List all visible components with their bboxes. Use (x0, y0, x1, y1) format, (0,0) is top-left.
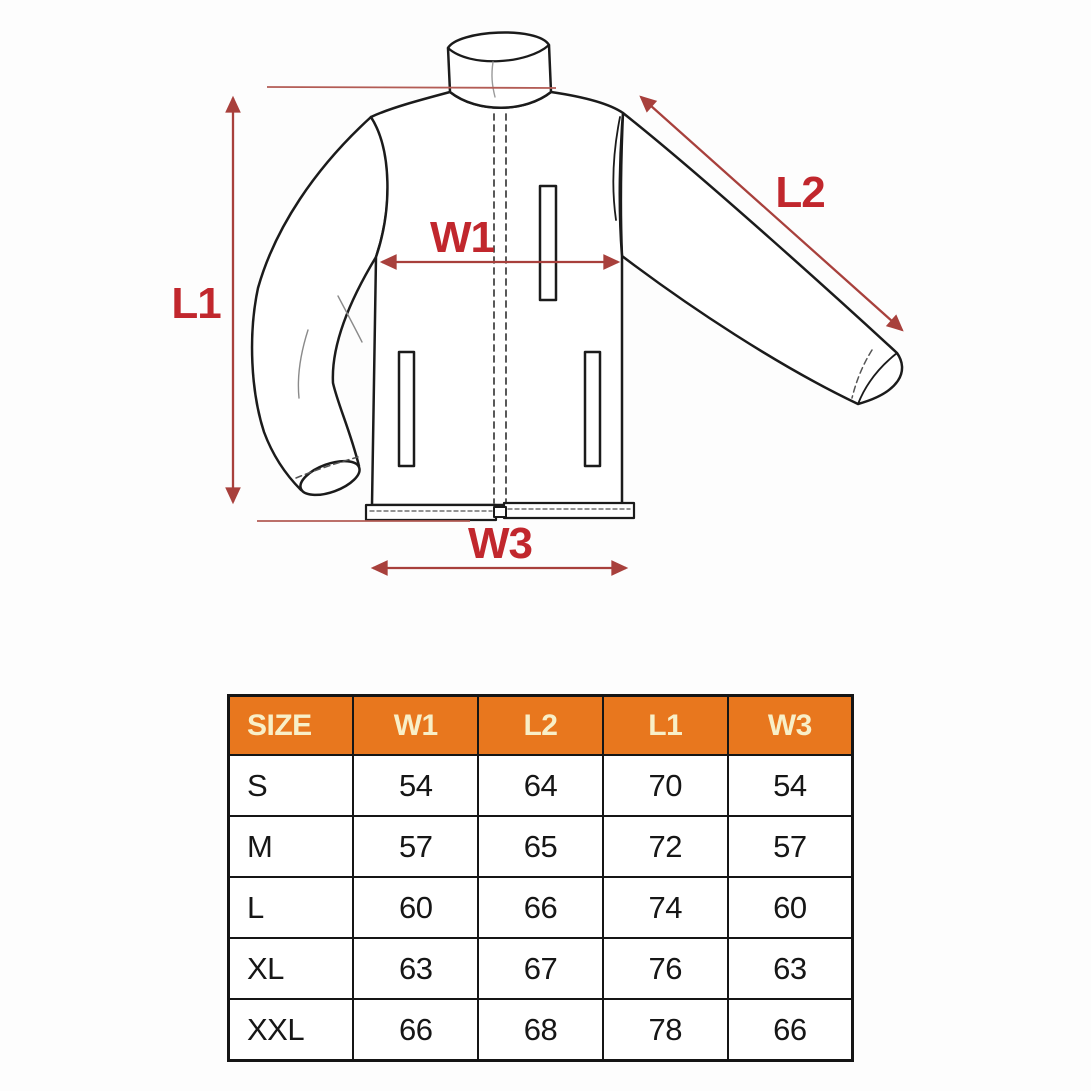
value-cell: 70 (601, 754, 729, 817)
table-row-l: L 60 66 74 60 (227, 876, 854, 939)
value-cell: 57 (726, 815, 854, 878)
value-cell: 63 (352, 937, 480, 1000)
value-cell: 66 (726, 998, 854, 1062)
jacket-measurement-diagram: L1 W1 L2 W3 (171, 31, 904, 576)
l2-dimension-arrow (639, 95, 904, 332)
left-lower-pocket (397, 350, 416, 468)
collar-inner-rim (446, 43, 551, 63)
collar (446, 31, 553, 109)
size-cell: S (227, 754, 355, 817)
value-cell: 65 (477, 815, 604, 878)
table-row-xl: XL 63 67 76 63 (227, 937, 854, 1000)
table-row-s: S 54 64 70 54 (227, 754, 854, 817)
size-table-container: SIZE W1 L2 L1 W3 S 54 64 70 54 M 57 (227, 694, 854, 1062)
size-table-body: S 54 64 70 54 M 57 65 72 57 L 60 66 (227, 754, 854, 1062)
header-cell-l1: L1 (601, 694, 729, 756)
header-cell-w3: W3 (726, 694, 854, 756)
size-cell: M (227, 815, 355, 878)
size-cell: L (227, 876, 355, 939)
hem-band-right (502, 501, 636, 520)
value-cell: 54 (726, 754, 854, 817)
value-cell: 74 (601, 876, 729, 939)
table-header-row: SIZE W1 L2 L1 W3 (227, 694, 854, 756)
value-cell: 68 (477, 998, 604, 1062)
value-cell: 66 (477, 876, 604, 939)
header-cell-w1: W1 (352, 694, 480, 756)
jacket-drawing (250, 31, 904, 522)
right-shoulder-seam (612, 116, 621, 221)
value-cell: 60 (352, 876, 480, 939)
size-cell: XXL (227, 998, 355, 1062)
left-cuff (299, 459, 361, 497)
right-lower-pocket (583, 350, 602, 468)
zipper-bottom-stop (493, 506, 507, 518)
value-cell: 78 (601, 998, 729, 1062)
value-cell: 64 (477, 754, 604, 817)
right-sleeve (619, 111, 904, 406)
value-cell: 72 (601, 815, 729, 878)
chest-pocket (538, 184, 558, 302)
hem-band-left (364, 503, 498, 522)
value-cell: 66 (352, 998, 480, 1062)
size-table: SIZE W1 L2 L1 W3 S 54 64 70 54 M 57 (227, 694, 854, 1062)
w3-label: W3 (468, 519, 532, 568)
value-cell: 67 (477, 937, 604, 1000)
header-cell-l2: L2 (477, 694, 604, 756)
w1-label: W1 (430, 213, 495, 262)
value-cell: 63 (726, 937, 854, 1000)
table-row-m: M 57 65 72 57 (227, 815, 854, 878)
dimension-labels: L1 W1 L2 W3 (171, 168, 825, 568)
header-cell-size: SIZE (227, 694, 355, 756)
right-cuff-stitch-line (851, 349, 873, 399)
dimension-annotations (225, 86, 904, 576)
size-table-header: SIZE W1 L2 L1 W3 (227, 694, 854, 756)
left-cuff-stitch-line (295, 456, 359, 479)
collar-front-seam (491, 61, 496, 98)
left-sleeve (250, 115, 390, 494)
l2-label: L2 (775, 168, 824, 217)
size-cell: XL (227, 937, 355, 1000)
table-row-xxl: XXL 66 68 78 66 (227, 998, 854, 1062)
value-cell: 54 (352, 754, 480, 817)
value-cell: 57 (352, 815, 480, 878)
l1-label: L1 (171, 279, 221, 328)
value-cell: 60 (726, 876, 854, 939)
right-cuff (857, 352, 898, 405)
l1-top-reference-line (266, 86, 557, 89)
value-cell: 76 (601, 937, 729, 1000)
